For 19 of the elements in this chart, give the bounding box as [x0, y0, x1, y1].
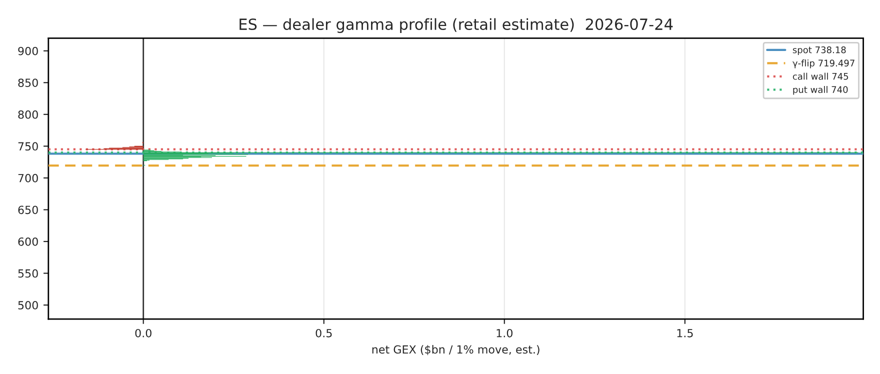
y-tick-label: 750 — [18, 142, 38, 151]
y-tick-label: 600 — [18, 237, 38, 246]
x-tick-label: 1.0 — [496, 328, 512, 338]
y-tick-label: 900 — [18, 46, 38, 56]
y-tick-label: 650 — [18, 206, 38, 214]
legend-label: spot 738.18 — [792, 46, 846, 56]
y-tick-label: 800 — [18, 110, 38, 119]
y-tick-label: 850 — [18, 78, 38, 88]
y-tick-label: 500 — [18, 301, 38, 310]
x-axis-title: net GEX ($bn / 1% move, est.) — [372, 345, 540, 356]
legend-label: call wall 745 — [792, 72, 848, 80]
y-tick-label: 550 — [18, 269, 38, 278]
x-tick-label: 0.0 — [135, 328, 152, 338]
y-tick-label: 700 — [18, 174, 38, 182]
x-tick-label: 1.5 — [677, 329, 693, 338]
legend-label: γ-flip 719.497 — [792, 60, 854, 68]
legend-label: put wall 740 — [793, 86, 848, 95]
x-tick-label: 0.5 — [316, 328, 332, 338]
chart-title: ES — dealer gamma profile (retail estimate) 2026-07-24 — [240, 18, 673, 33]
